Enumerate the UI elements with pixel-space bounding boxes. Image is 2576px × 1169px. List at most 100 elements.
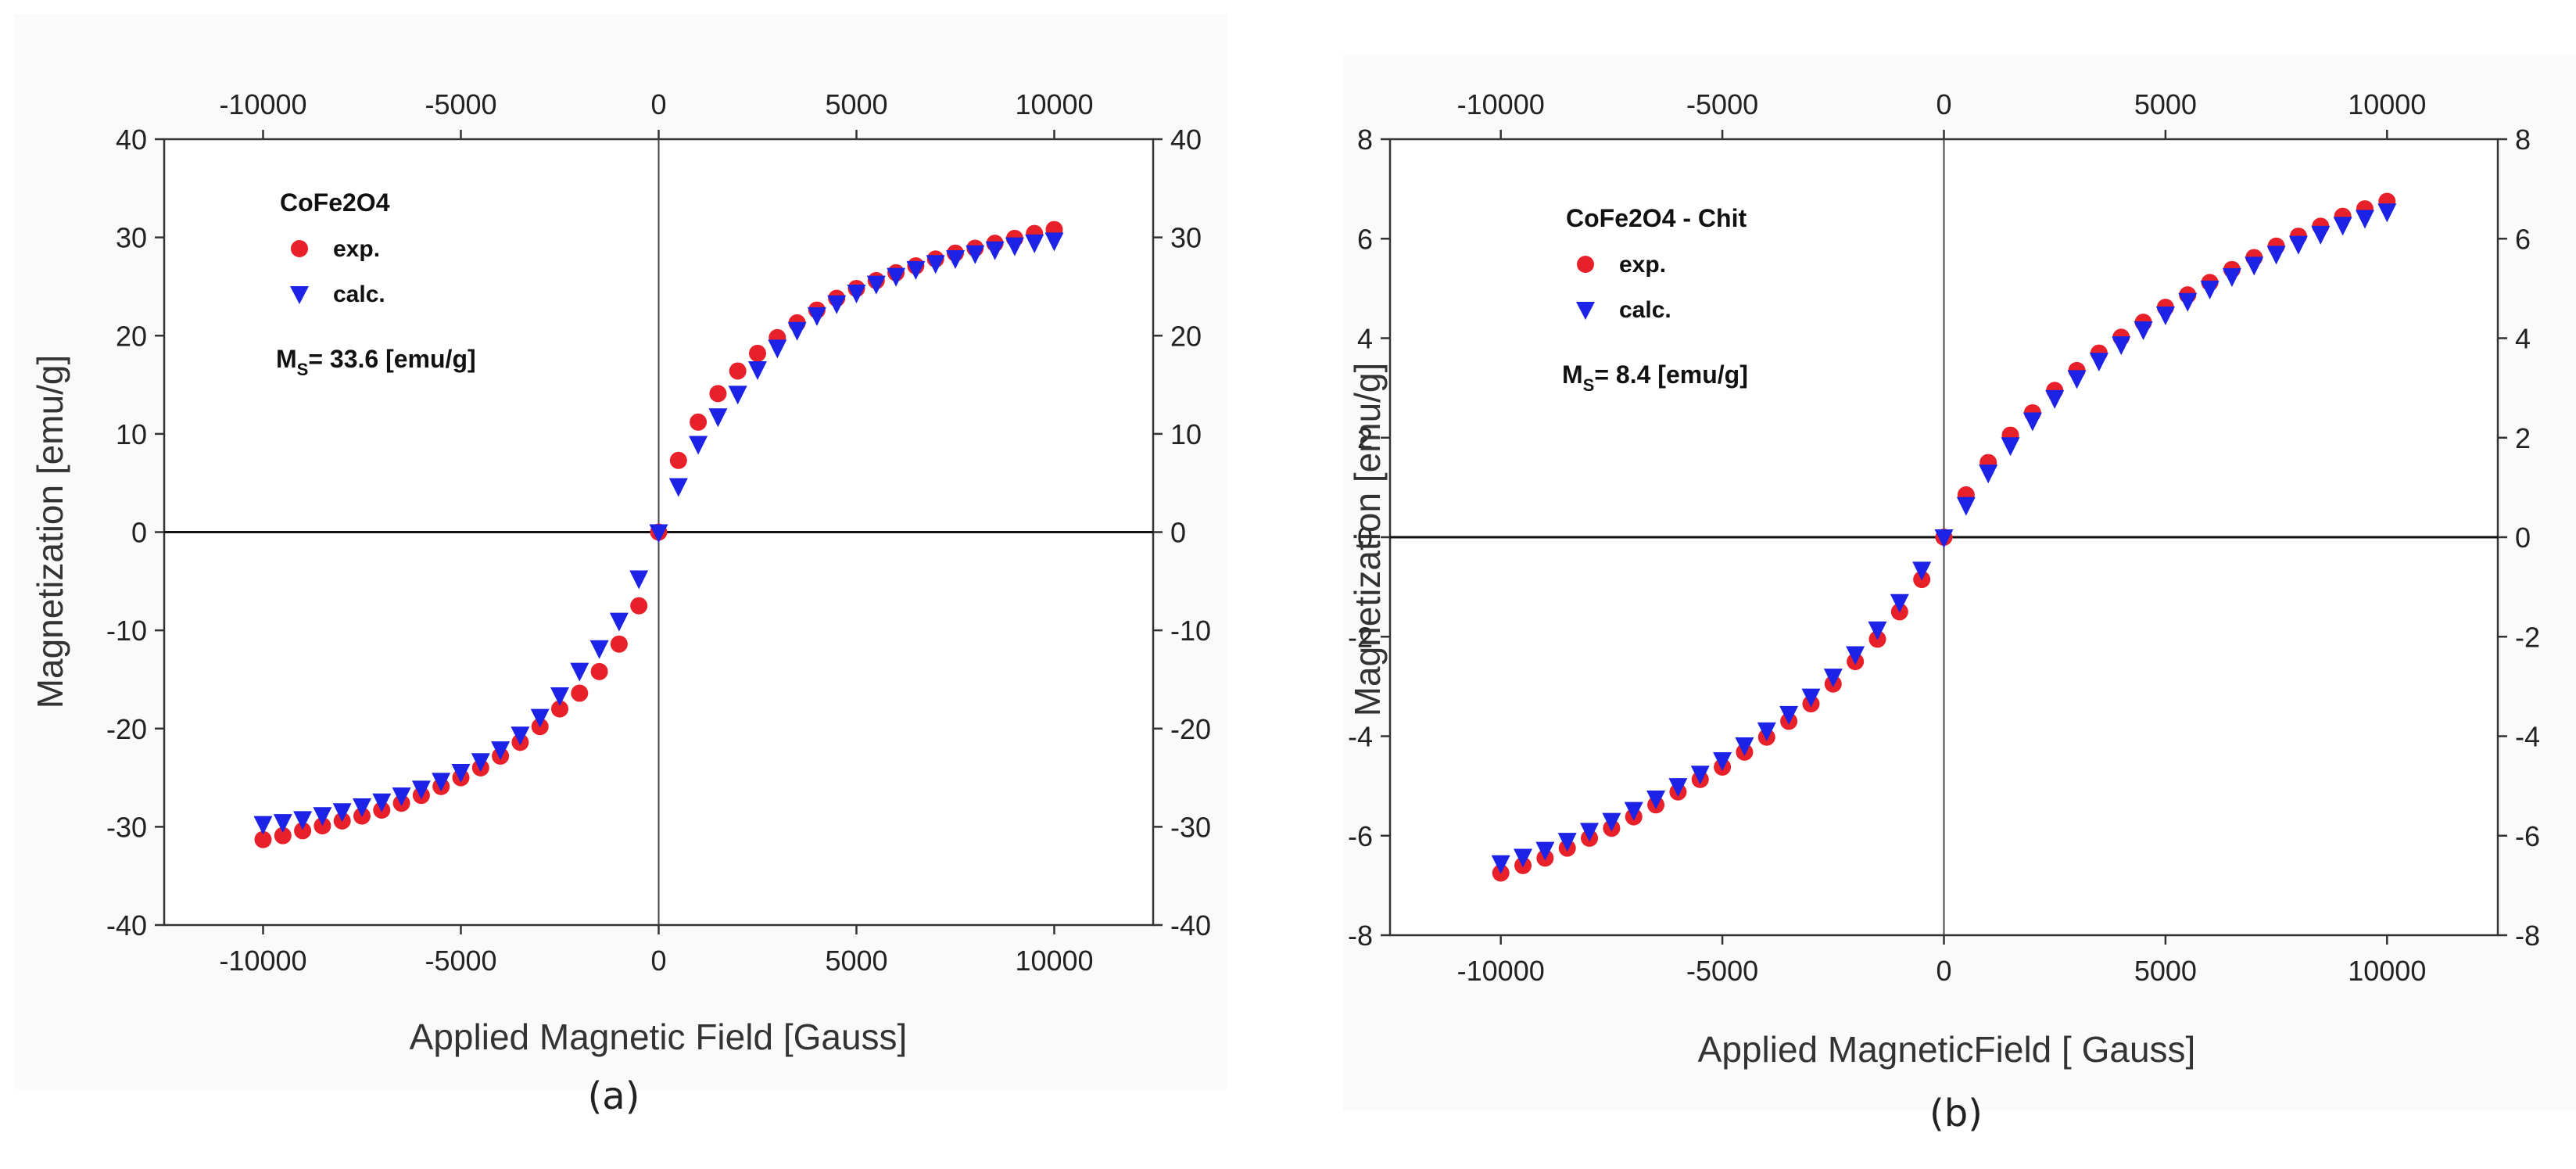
legend-label: calc. bbox=[1619, 297, 1671, 323]
data-point-calc bbox=[432, 773, 451, 792]
data-point-calc bbox=[2178, 292, 2198, 312]
data-point-calc bbox=[1491, 855, 1510, 874]
data-point-calc bbox=[411, 780, 431, 800]
data-point-calc bbox=[2266, 246, 2286, 265]
legend-marker-exp bbox=[1577, 256, 1594, 273]
data-point-calc bbox=[550, 687, 569, 707]
right-y-tick-label: 30 bbox=[1170, 222, 1202, 254]
ms-symbol: M bbox=[1562, 360, 1583, 389]
data-point-calc bbox=[906, 260, 926, 280]
data-point-exp bbox=[630, 597, 648, 615]
legend: CoFe2O4 - Chit exp. calc. MS= 8.4 [emu/g] bbox=[1562, 204, 1748, 395]
ms-value: = 8.4 [emu/g] bbox=[1594, 360, 1748, 389]
data-point-calc bbox=[629, 570, 649, 590]
y-tick-label: 10 bbox=[116, 418, 147, 450]
data-point-calc bbox=[2245, 256, 2264, 276]
y-axis-title: Magnetization [emu/g] bbox=[30, 355, 70, 709]
top-x-tick-label: 5000 bbox=[2134, 88, 2197, 120]
x-tick-label: 0 bbox=[650, 945, 666, 977]
data-point-calc bbox=[866, 275, 886, 295]
x-tick-label: 10000 bbox=[2348, 955, 2426, 987]
top-x-tick-label: 10000 bbox=[2348, 88, 2426, 120]
data-point-calc bbox=[946, 250, 965, 270]
ms-value: = 33.6 [emu/g] bbox=[308, 345, 475, 373]
x-axis-title: Applied Magnetic Field [Gauss] bbox=[410, 1017, 908, 1057]
x-tick-label: -10000 bbox=[219, 945, 306, 977]
data-point-exp bbox=[690, 413, 708, 431]
x-axis-title: Applied MagneticField [ Gauss] bbox=[1698, 1029, 2196, 1070]
data-point-exp bbox=[729, 362, 747, 380]
data-point-calc bbox=[2134, 321, 2153, 341]
chart-panel-a: -10000 -5000 0 5000 10000-10000 -5000 0 5000 100… bbox=[30, 88, 1211, 1118]
right-y-tick-label: -4 bbox=[2515, 721, 2540, 753]
chart-panel-b: -10000 -5000 0 5000 10000 -10000 -5000 0 5000 100… bbox=[1347, 88, 2540, 1135]
data-point-calc bbox=[1535, 841, 1555, 861]
legend-material: CoFe2O4 - Chit bbox=[1566, 204, 1747, 232]
right-y-tick-label: 40 bbox=[1170, 124, 1202, 156]
data-point-calc bbox=[1868, 621, 1887, 640]
y-tick-label: 0 bbox=[1357, 522, 1373, 554]
y-tick-label: 8 bbox=[1357, 124, 1373, 156]
data-point-calc bbox=[926, 255, 945, 274]
legend-marker-calc bbox=[290, 286, 309, 304]
data-point-calc bbox=[1624, 801, 1643, 821]
y-tick-label: -2 bbox=[1348, 621, 1373, 653]
data-point-exp bbox=[590, 662, 608, 680]
x-tick-label: -5000 bbox=[1686, 955, 1758, 987]
data-point-exp bbox=[669, 451, 687, 469]
data-point-calc bbox=[2288, 235, 2308, 255]
data-point-calc bbox=[253, 816, 273, 835]
data-point-calc bbox=[1646, 791, 1666, 810]
y-tick-label: -8 bbox=[1348, 920, 1373, 952]
data-point-calc bbox=[1979, 464, 1998, 484]
data-point-calc bbox=[1801, 688, 1821, 708]
legend-label: exp. bbox=[1619, 252, 1666, 278]
top-x-tick-label: -5000 bbox=[1686, 88, 1758, 120]
x-tick-label: 5000 bbox=[2134, 955, 2197, 987]
data-point-calc bbox=[589, 640, 609, 659]
data-point-calc bbox=[2089, 353, 2108, 372]
data-point-calc bbox=[689, 436, 708, 455]
y-tick-label: -40 bbox=[106, 909, 147, 941]
y-tick-label: -6 bbox=[1348, 820, 1373, 852]
data-point-calc bbox=[1890, 593, 1909, 613]
data-point-calc bbox=[1757, 722, 1776, 741]
data-point-calc bbox=[887, 267, 906, 287]
data-point-calc bbox=[1602, 812, 1621, 832]
x-tick-label: 10000 bbox=[1015, 945, 1093, 977]
x-tick-label: -5000 bbox=[425, 945, 496, 977]
data-point-calc bbox=[491, 741, 511, 761]
data-point-calc bbox=[1934, 529, 1954, 548]
data-point-calc bbox=[2377, 203, 2397, 223]
data-point-calc bbox=[530, 708, 550, 728]
right-y-tick-label: -10 bbox=[1170, 615, 1211, 647]
data-point-calc bbox=[609, 612, 629, 632]
data-point-calc bbox=[511, 726, 530, 746]
y-tick-label: 2 bbox=[1357, 422, 1373, 454]
data-point-calc bbox=[1580, 823, 1600, 842]
data-point-calc bbox=[1025, 234, 1044, 253]
data-point-exp bbox=[571, 684, 589, 702]
data-point-exp bbox=[551, 700, 568, 718]
top-x-tick-label: -5000 bbox=[425, 88, 496, 120]
data-point-calc bbox=[372, 793, 392, 812]
data-point-calc bbox=[768, 339, 787, 359]
data-point-calc bbox=[1846, 646, 1865, 665]
data-point-calc bbox=[708, 408, 728, 428]
data-point-calc bbox=[1713, 752, 1732, 772]
legend-label: exp. bbox=[333, 236, 380, 262]
right-y-tick-label: 0 bbox=[1170, 517, 1186, 549]
data-point-calc bbox=[1514, 848, 1533, 868]
y-tick-label: -10 bbox=[106, 615, 147, 647]
x-tick-label: -10000 bbox=[1457, 955, 1545, 987]
data-point-calc bbox=[649, 524, 668, 543]
top-x-tick-label: 5000 bbox=[825, 88, 887, 120]
right-y-tick-label: -30 bbox=[1170, 811, 1211, 843]
data-point-calc bbox=[1690, 766, 1710, 785]
legend-label: calc. bbox=[333, 281, 385, 307]
ms-subscript: S bbox=[1583, 375, 1595, 395]
y-tick-label: -4 bbox=[1348, 721, 1373, 753]
data-point-exp bbox=[610, 635, 628, 653]
right-y-tick-label: -20 bbox=[1170, 713, 1211, 745]
